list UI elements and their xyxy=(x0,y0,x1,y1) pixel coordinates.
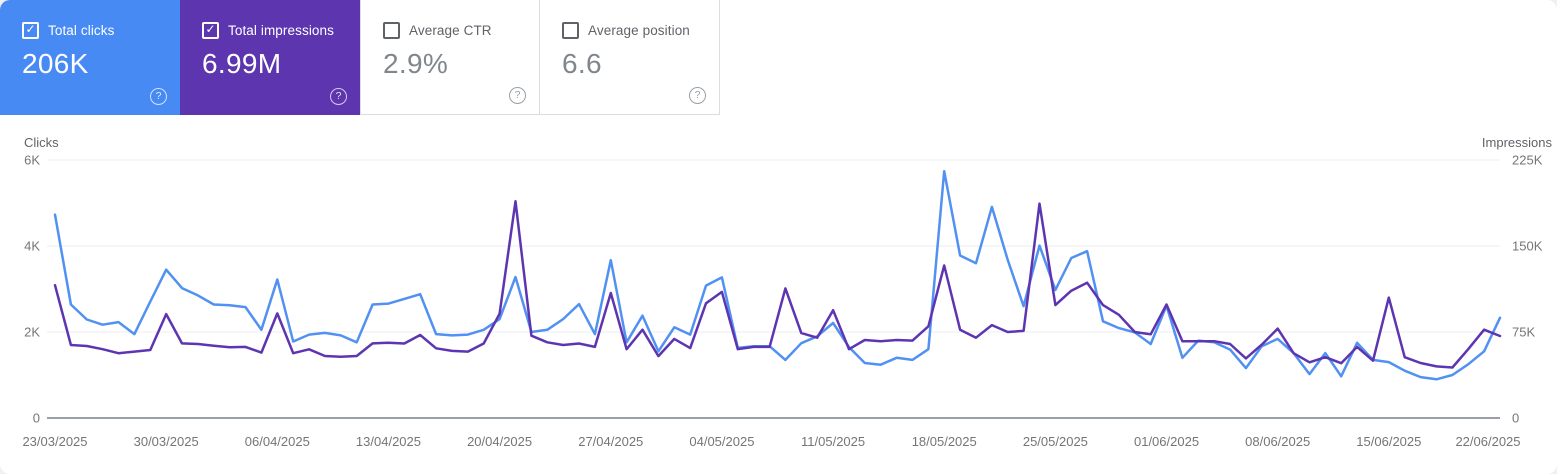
performance-chart: 6K 225K 4K 150K 2K 75K 0 0 Clicks Impressions 23/0… xyxy=(0,115,1557,474)
help-icon[interactable]: ? xyxy=(150,88,167,105)
checkbox-average-ctr-unchecked[interactable] xyxy=(383,22,400,39)
x-axis-date-label: 18/05/2025 xyxy=(912,434,977,449)
metric-card-average-position[interactable]: Average position 6.6 ? xyxy=(540,0,720,115)
metric-card-total-impressions[interactable]: Total impressions 6.99M ? xyxy=(180,0,360,115)
x-axis-date-label: 20/04/2025 xyxy=(467,434,532,449)
metric-cards-row: Total clicks 206K ? Total impressions 6.… xyxy=(0,0,1557,115)
help-icon[interactable]: ? xyxy=(330,88,347,105)
clicks-line xyxy=(53,169,1502,381)
metric-card-label: Total clicks xyxy=(48,23,115,38)
x-axis-date-label: 11/05/2025 xyxy=(801,434,865,449)
checkbox-total-clicks-checked[interactable] xyxy=(22,22,39,39)
metric-card-average-ctr[interactable]: Average CTR 2.9% ? xyxy=(360,0,540,115)
help-icon[interactable]: ? xyxy=(689,87,706,104)
checkbox-total-impressions-checked[interactable] xyxy=(202,22,219,39)
x-axis-date-label: 01/06/2025 xyxy=(1134,434,1199,449)
metric-card-value: 2.9% xyxy=(383,48,449,79)
left-axis-tick: 2K xyxy=(24,325,40,340)
right-axis-tick: 0 xyxy=(1512,411,1519,426)
right-axis-title: Impressions xyxy=(1482,135,1553,150)
left-axis-title: Clicks xyxy=(24,135,59,150)
metric-card-value: 6.99M xyxy=(202,48,282,79)
right-axis-tick: 225K xyxy=(1512,153,1543,168)
x-axis-date-label: 27/04/2025 xyxy=(578,434,643,449)
checkbox-average-position-unchecked[interactable] xyxy=(562,22,579,39)
right-axis-tick: 150K xyxy=(1512,239,1543,254)
metric-card-label: Total impressions xyxy=(228,23,334,38)
performance-chart-svg[interactable]: 6K 225K 4K 150K 2K 75K 0 0 Clicks Impressions 23/0… xyxy=(0,115,1557,474)
metric-card-value: 6.6 xyxy=(562,48,602,79)
impressions-line xyxy=(53,200,1502,369)
metric-card-total-clicks[interactable]: Total clicks 206K ? xyxy=(0,0,180,115)
left-axis-tick: 6K xyxy=(24,153,40,168)
x-axis-date-label: 15/06/2025 xyxy=(1356,434,1421,449)
x-axis-date-label: 08/06/2025 xyxy=(1245,434,1310,449)
left-axis-tick: 4K xyxy=(24,239,40,254)
x-axis-date-label: 25/05/2025 xyxy=(1023,434,1088,449)
x-axis-date-label: 04/05/2025 xyxy=(689,434,754,449)
metric-card-label: Average CTR xyxy=(409,23,492,38)
metric-card-label: Average position xyxy=(588,23,690,38)
x-axis-date-label: 22/06/2025 xyxy=(1455,434,1520,449)
x-axis-date-label: 13/04/2025 xyxy=(356,434,421,449)
right-axis-tick: 75K xyxy=(1512,325,1535,340)
metric-card-value: 206K xyxy=(22,48,89,79)
left-axis-tick: 0 xyxy=(33,411,40,426)
x-axis-date-label: 23/03/2025 xyxy=(22,434,87,449)
x-axis-date-label: 30/03/2025 xyxy=(134,434,199,449)
x-axis-date-label: 06/04/2025 xyxy=(245,434,310,449)
help-icon[interactable]: ? xyxy=(509,87,526,104)
